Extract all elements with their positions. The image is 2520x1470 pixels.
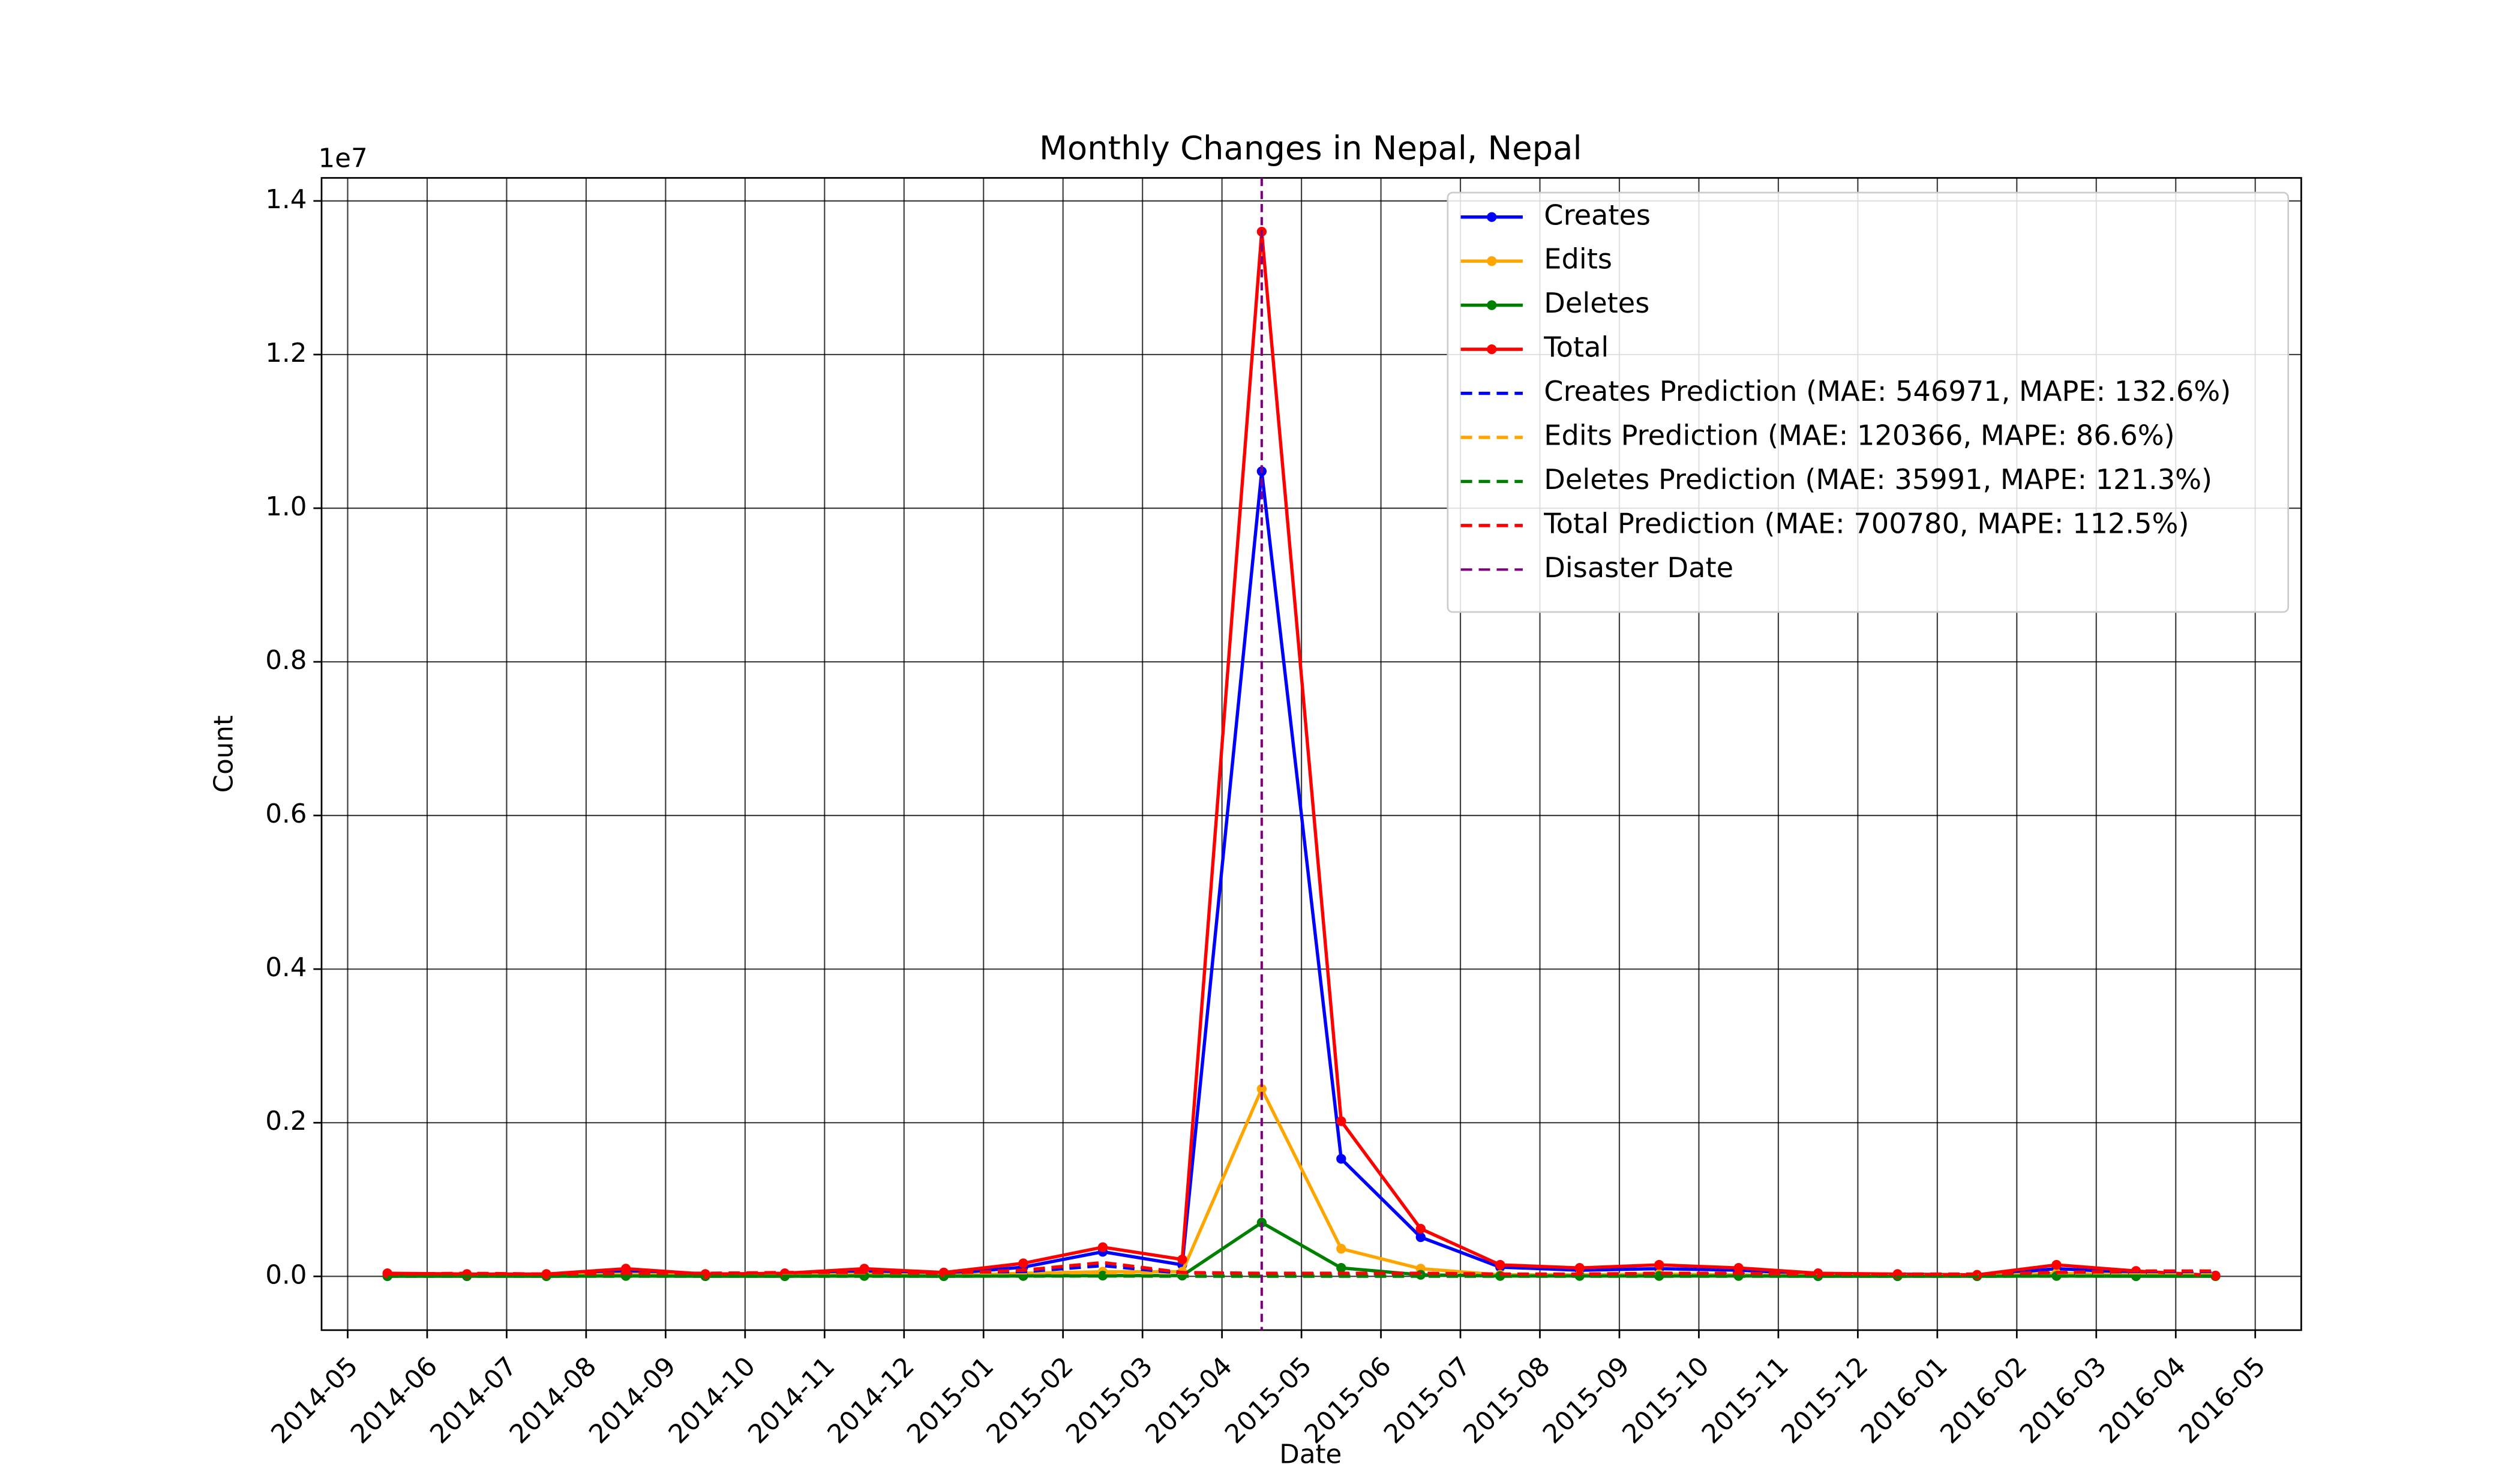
legend-marker [1487,300,1497,310]
x-tick-label: 2015-11 [1696,1351,1795,1450]
x-tick-label: 2016-03 [2014,1351,2113,1450]
y-tick-label: 1.4 [265,185,307,215]
legend-label: Edits [1544,243,1612,275]
x-tick-label: 2015-04 [1140,1351,1238,1450]
legend-label: Total Prediction (MAE: 700780, MAPE: 112… [1543,507,2189,539]
legend-label: Disaster Date [1544,551,1733,584]
y-tick-label: 0.2 [265,1106,307,1136]
x-tick-label: 2015-05 [1219,1351,1318,1450]
legend-label: Deletes Prediction (MAE: 35991, MAPE: 12… [1544,463,2212,496]
data-point [620,1264,631,1274]
data-point [1495,1259,1505,1270]
x-tick-label: 2014-12 [822,1351,920,1450]
x-tick-label: 2014-07 [425,1351,523,1450]
data-point [2210,1270,2221,1281]
data-point [1654,1259,1664,1270]
data-point [1336,1154,1346,1164]
legend-marker [1487,344,1497,355]
x-tick-label: 2015-02 [981,1351,1079,1450]
data-point [541,1269,551,1279]
data-point [1415,1223,1426,1234]
x-tick-label: 2015-12 [1776,1351,1874,1450]
legend-label: Edits Prediction (MAE: 120366, MAPE: 86.… [1544,419,2174,451]
chart-title: Monthly Changes in Nepal, Nepal [1039,129,1582,167]
legend-label: Deletes [1544,287,1649,319]
data-point [1336,1263,1346,1273]
x-tick-label: 2015-06 [1299,1351,1397,1450]
series-line [387,231,2216,1277]
data-point [1177,1254,1187,1265]
x-tick-label: 2014-08 [504,1351,602,1450]
x-tick-label: 2015-01 [901,1351,1000,1450]
x-tick-label: 2015-03 [1060,1351,1159,1450]
data-point [1733,1263,1744,1273]
y-offset-label: 1e7 [318,144,367,174]
y-tick-label: 0.4 [265,953,307,983]
y-tick-label: 1.0 [265,492,307,522]
x-tick-label: 2016-01 [1855,1351,1954,1450]
y-axis-label: Count [209,715,239,793]
data-point [1415,1232,1426,1243]
x-tick-label: 2014-09 [584,1351,682,1450]
x-tick-label: 2016-05 [2173,1351,2272,1450]
legend-label: Creates [1544,199,1651,231]
data-point [1256,1084,1267,1094]
data-point [1097,1242,1108,1252]
data-point [1336,1116,1346,1126]
legend-label: Total [1543,331,1609,364]
x-tick-label: 2015-10 [1617,1351,1715,1450]
y-tick-label: 1.2 [265,338,307,368]
x-tick-label: 2015-07 [1378,1351,1477,1450]
y-tick-label: 0.0 [265,1260,307,1290]
legend-box [1447,191,2290,613]
data-point [1336,1244,1346,1254]
legend-marker [1487,256,1497,266]
x-tick-label: 2015-08 [1458,1351,1556,1450]
x-axis-label: Date [1279,1439,1342,1469]
x-tick-label: 2016-02 [1935,1351,2033,1450]
x-tick-label: 2014-11 [742,1351,841,1450]
x-tick-label: 2014-10 [663,1351,761,1450]
y-tick-label: 0.8 [265,646,307,676]
x-tick-label: 2016-04 [2093,1351,2192,1450]
data-point [1018,1258,1028,1268]
series-line [387,1220,2216,1278]
data-point [2051,1259,2062,1270]
legend-label: Creates Prediction (MAE: 546971, MAPE: 1… [1544,375,2231,407]
y-tick-label: 0.6 [265,799,307,829]
legend-marker [1487,212,1497,222]
data-point [1574,1263,1585,1273]
data-point [1097,1270,1108,1281]
x-tick-label: 2014-05 [266,1351,364,1450]
x-tick-label: 2014-06 [345,1351,443,1450]
x-tick-label: 2015-09 [1537,1351,1636,1450]
plot-frame [320,177,2302,1331]
